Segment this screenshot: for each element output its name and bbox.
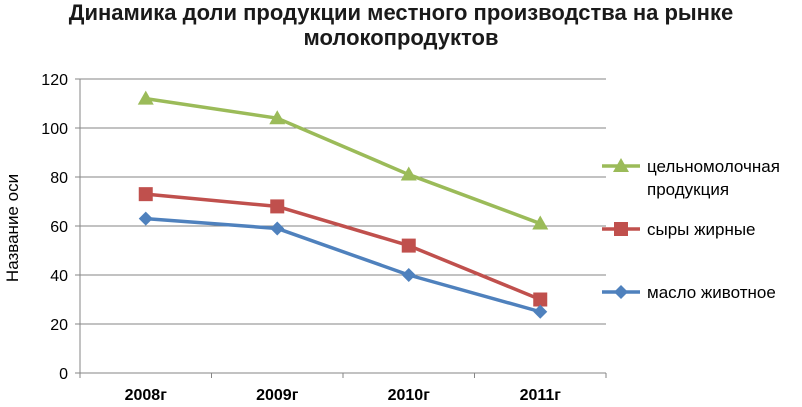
y-tick-label: 40	[50, 268, 68, 285]
y-tick-labels: 0 20 40 60 80 100 120	[41, 72, 68, 383]
series-2	[138, 211, 548, 319]
data-point	[269, 110, 286, 125]
y-tick-label: 100	[41, 121, 68, 138]
data-point	[137, 90, 154, 105]
y-tick-label: 20	[50, 317, 68, 334]
y-axis-label: Название оси	[3, 174, 22, 282]
gridlines	[80, 78, 606, 325]
legend-item: сыры жирные	[602, 220, 756, 239]
series-line	[145, 216, 541, 314]
chart-title: Динамика доли продукции местного произво…	[69, 0, 733, 50]
data-point	[400, 166, 417, 181]
legend: цельномолочная продукция сыры жирные масло …	[602, 157, 780, 302]
legend-item: цельномолочная продукция	[602, 157, 780, 199]
data-point	[401, 268, 416, 282]
series-line	[145, 192, 541, 302]
axes	[75, 78, 607, 378]
y-tick-label: 80	[50, 170, 68, 187]
chart-title-line: молокопродуктов	[304, 25, 499, 50]
legend-marker	[613, 158, 629, 172]
legend-label: цельномолочная	[647, 157, 780, 176]
series-0	[137, 90, 549, 230]
data-point	[138, 211, 153, 226]
data-point	[533, 292, 548, 307]
series	[137, 90, 549, 319]
legend-label: продукция	[647, 180, 729, 199]
chart-title-line: Динамика доли продукции местного произво…	[69, 0, 733, 25]
series-line	[145, 96, 541, 226]
y-tick-label: 120	[41, 72, 68, 89]
x-tick-label: 2008г	[125, 387, 168, 404]
x-tick-label: 2010г	[388, 387, 431, 404]
series-1	[138, 187, 548, 307]
data-point	[270, 199, 285, 214]
x-tick-label: 2011г	[520, 387, 562, 404]
y-tick-label: 0	[59, 366, 68, 383]
legend-marker	[614, 222, 628, 236]
legend-marker	[614, 285, 628, 299]
data-point	[532, 215, 549, 230]
legend-label: сыры жирные	[647, 220, 756, 239]
data-point	[533, 304, 548, 319]
legend-item: масло животное	[602, 283, 776, 302]
x-tick-labels: 2008г 2009г 2010г 2011г	[125, 387, 562, 404]
legend-label: масло животное	[647, 283, 776, 302]
y-tick-label: 60	[50, 219, 68, 236]
x-tick-label: 2009г	[256, 387, 299, 404]
data-point	[270, 221, 285, 236]
data-point	[138, 187, 153, 202]
data-point	[401, 238, 416, 253]
